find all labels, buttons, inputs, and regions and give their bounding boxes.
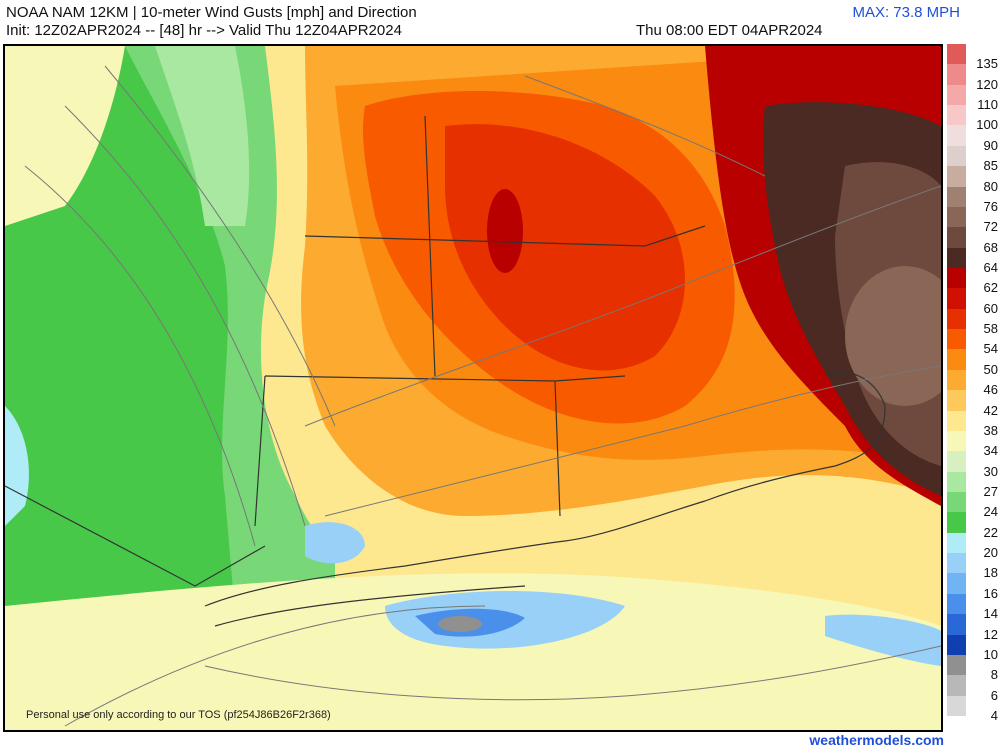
legend-color-cell [947,105,966,126]
legend-color-cell [947,349,966,371]
legend-label: 100 [976,117,998,133]
legend-label: 18 [983,565,998,581]
legend-color-cell [947,573,966,595]
legend-color-cell [947,451,966,473]
legend-label: 42 [983,402,998,418]
legend-label: 46 [983,382,998,398]
legend-label: 110 [977,97,998,113]
legend-label: 90 [983,137,998,153]
legend-color-cell [947,64,966,86]
legend-color-cell [947,166,966,188]
legend-label: 20 [983,545,998,561]
site-credit-link[interactable]: weathermodels.com [809,732,944,748]
legend-color-cell [947,186,966,208]
legend-label: 24 [983,504,998,520]
map-title: NOAA NAM 12KM | 10-meter Wind Gusts [mph… [6,4,417,21]
legend-label: 4 [990,708,998,723]
legend-color-cell [947,654,966,676]
valid-time-label: Thu 08:00 EDT 04APR2024 [636,22,823,39]
legend-color-cell [947,227,966,249]
legend-color-cell [947,247,966,269]
max-value-label: MAX: 73.8 MPH [852,4,960,21]
legend-color-cell [947,308,966,330]
legend-color-cell [947,532,966,554]
init-time-label: Init: 12Z02APR2024 -- [48] hr --> Valid … [6,22,402,39]
legend-color-cell [947,288,966,310]
legend-label: 34 [983,443,998,459]
legend-color-cell [947,695,966,717]
legend-color-cell [947,614,966,636]
legend-label: 50 [983,361,998,377]
legend-label: 60 [983,300,998,316]
tos-notice: Personal use only according to our TOS (… [26,709,331,721]
legend-color-cell [947,593,966,615]
legend-color-cell [947,84,966,106]
legend-color-cell [947,512,966,534]
legend-color-cell [947,268,966,289]
legend-color-cell [947,206,966,228]
legend-label: 135 [976,56,998,72]
legend-label: 16 [983,585,998,601]
legend-label: 27 [983,484,998,499]
color-scale-bar [947,44,966,717]
legend-label: 54 [983,341,998,357]
legend-color-cell [947,492,966,513]
legend-label: 64 [983,260,998,275]
legend-color-cell [947,390,966,412]
legend-label: 85 [983,158,998,174]
legend-color-cell [947,44,966,65]
legend-label: 22 [983,524,998,540]
legend-label: 80 [983,178,998,194]
legend-color-cell [947,369,966,391]
legend-color-cell [947,634,966,656]
legend-label: 38 [983,422,998,438]
legend-color-cell [947,329,966,350]
legend-color-cell [947,145,966,167]
legend-color-cell [947,471,966,493]
legend-label: 12 [983,626,998,642]
legend-label: 30 [983,463,998,479]
legend-color-cell [947,430,966,452]
wind-gust-map [3,44,943,732]
legend-color-cell [947,125,966,147]
legend-label: 58 [983,321,998,337]
legend-label: 76 [983,198,998,214]
legend-color-cell [947,675,966,697]
legend-label: 62 [983,280,998,296]
color-scale-labels: 135 120 110 100 90 85 80 76 72 68 64 62 60 58 54 50 46 42… [966,44,1000,732]
legend-color-cell [947,553,966,574]
legend-label: 120 [976,76,998,92]
legend-label: 68 [983,239,998,255]
legend-label: 72 [983,219,998,235]
legend-label: 14 [983,606,998,622]
legend-label: 10 [983,646,998,662]
legend-label: 6 [990,687,998,703]
legend-color-cell [947,410,966,432]
legend-label: 8 [990,667,998,683]
